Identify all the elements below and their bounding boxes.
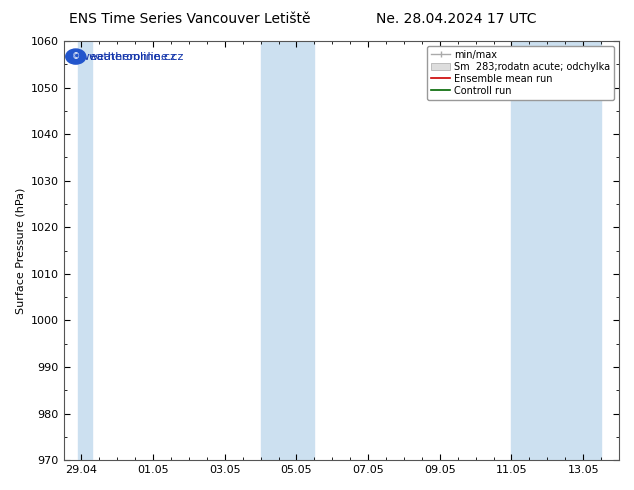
Y-axis label: Surface Pressure (hPa): Surface Pressure (hPa) [15,187,25,314]
Bar [261,41,314,460]
Circle shape [66,49,86,64]
Text: ENS Time Series Vancouver Letiště: ENS Time Series Vancouver Letiště [70,12,311,26]
Text: © weatheronline.cz: © weatheronline.cz [67,51,176,62]
Legend: min/max, Sm  283;rodatn acute; odchylka, Ensemble mean run, Controll run: min/max, Sm 283;rodatn acute; odchylka, … [427,46,614,99]
Text: weatheronline.cz: weatheronline.cz [89,51,184,62]
Text: Ne. 28.04.2024 17 UTC: Ne. 28.04.2024 17 UTC [376,12,537,26]
Bar [512,41,601,460]
Bar [78,41,92,460]
Text: ©: © [72,52,80,61]
